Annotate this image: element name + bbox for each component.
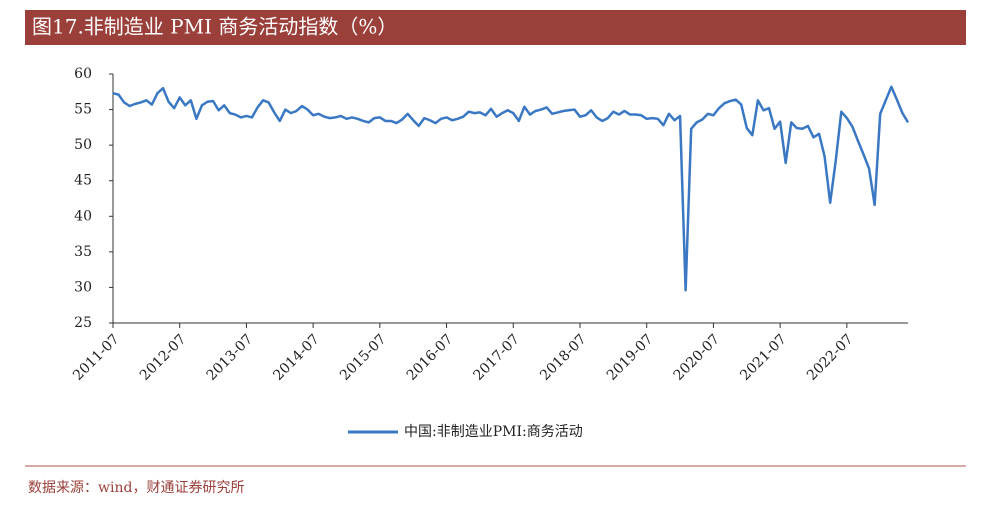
- x-tick-label: 2013-07: [204, 331, 256, 383]
- x-tick-label: 2014-07: [270, 331, 322, 383]
- x-tick-label: 2021-07: [737, 331, 789, 383]
- x-tick-label: 2015-07: [337, 331, 389, 383]
- y-tick-label: 45: [74, 173, 92, 189]
- x-tick-label: 2018-07: [537, 331, 589, 383]
- source: 数据来源：wind，财通证券研究所: [28, 480, 244, 496]
- x-tick-label: 2011-07: [70, 331, 122, 383]
- series-line: [112, 85, 910, 292]
- x-tick-label: 2020-07: [671, 331, 723, 383]
- x-tick-label: 2022-07: [804, 331, 856, 383]
- chart-title: 图17.非制造业 PMI 商务活动指数（%）: [32, 15, 397, 39]
- y-tick-label: 40: [74, 208, 92, 224]
- y-tick-label: 55: [74, 102, 92, 118]
- x-tick-label: 2019-07: [604, 331, 656, 383]
- title-bar: [25, 10, 966, 45]
- x-tick-label: 2016-07: [404, 331, 456, 383]
- y-tick-label: 25: [74, 315, 92, 331]
- y-tick-label: 50: [74, 137, 92, 153]
- legend-label: 中国:非制造业PMI:商务活动: [404, 424, 583, 440]
- x-tick-label: 2012-07: [137, 331, 189, 383]
- y-tick-label: 35: [74, 244, 92, 260]
- y-tick-label: 60: [74, 66, 92, 82]
- x-tick-label: 2017-07: [470, 331, 522, 383]
- y-tick-label: 30: [74, 279, 92, 295]
